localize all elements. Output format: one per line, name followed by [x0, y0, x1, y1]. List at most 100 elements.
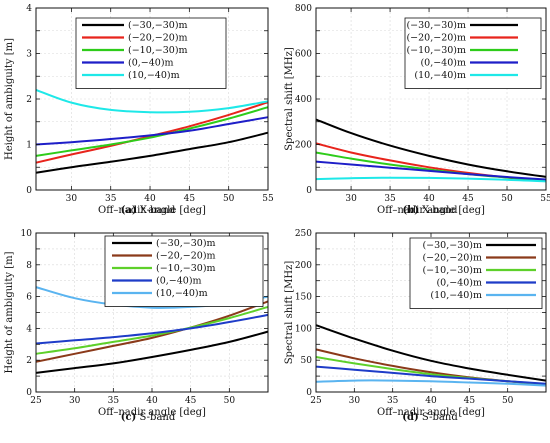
series-line-1	[315, 142, 547, 182]
legend-label-3: (0,−40)m	[436, 278, 482, 289]
x-tick-label: 30	[66, 194, 78, 204]
y-axis-label: Spectral shift [MHz]	[284, 47, 295, 151]
y-tick-label: 2	[26, 356, 32, 366]
y-axis-label: Height of ambiguity [m]	[4, 251, 15, 373]
legend-label-1: (−20,−20)m	[406, 33, 466, 44]
x-tick-label: 40	[144, 194, 156, 204]
legend-box	[409, 237, 543, 309]
y-tick-label: 4	[26, 4, 32, 14]
legend-label-2: (−10,−30)m	[422, 265, 482, 276]
series-line-4	[315, 176, 547, 183]
series-line-3	[35, 116, 269, 146]
y-tick-label: 1	[26, 141, 32, 151]
x-tick-label: 50	[223, 194, 235, 204]
series-line-0	[35, 131, 269, 174]
y-tick-label: 400	[295, 95, 312, 105]
chart-panel-a: 30 35 40 45 50 55 0 1 2 3 4 Off–nadir angle [deg] He…	[4, 4, 274, 216]
legend-label-2: (−10,−30)m	[156, 263, 216, 274]
panel-caption: (b) X-band	[403, 205, 459, 216]
x-tick-label: 55	[262, 194, 274, 204]
series-line-2	[35, 305, 269, 355]
legend-label-4: (10,−40)m	[128, 70, 180, 81]
x-tick-label: 30	[345, 194, 357, 204]
x-tick-label: 55	[540, 194, 550, 204]
caption-text: X-band	[419, 205, 458, 216]
y-tick-label: 0	[306, 186, 312, 196]
series-line-2	[35, 106, 269, 157]
caption-letter: (a)	[121, 205, 137, 216]
series-line-0	[35, 330, 269, 374]
y-tick-label: 0	[26, 186, 32, 196]
caption-letter: (c)	[121, 412, 137, 423]
y-tick-label: 100	[295, 324, 312, 334]
x-axis-label: Off–nadir angle [deg]	[98, 205, 206, 216]
series-line-4	[315, 379, 547, 387]
series-line-3	[315, 365, 547, 385]
y-axis-label: Spectral shift [MHz]	[284, 261, 295, 365]
series-line-0	[315, 118, 547, 178]
x-axis-label: Off–nadir angle [deg]	[377, 407, 485, 418]
legend-label-2: (−10,−30)m	[406, 45, 466, 56]
caption-text: S-band	[419, 412, 459, 423]
legend-label-2: (−10,−30)m	[128, 45, 188, 56]
legend-label-0: (−30,−30)m	[128, 20, 188, 31]
y-tick-label: 250	[295, 229, 312, 239]
legend-box	[404, 17, 542, 89]
legend-label-0: (−30,−30)m	[406, 20, 466, 31]
legend-label-1: (−20,−20)m	[128, 33, 188, 44]
legend-label-3: (0,−40)m	[128, 58, 174, 69]
y-tick-label: 10	[21, 229, 33, 239]
legend-label-0: (−30,−30)m	[422, 240, 482, 251]
x-tick-label: 25	[310, 396, 322, 406]
y-tick-label: 8	[26, 261, 32, 271]
y-tick-label: 4	[26, 324, 32, 334]
panel-caption: (c) S-band	[121, 412, 176, 423]
chart-panel-d: 25 30 35 40 45 50 0 50 100 150 200 250 Off–nadir ang…	[284, 229, 547, 423]
x-axis-label: Off–nadir angle [deg]	[98, 407, 206, 418]
x-tick-label: 45	[462, 194, 474, 204]
x-tick-label: 40	[146, 396, 158, 406]
y-tick-label: 800	[295, 4, 312, 14]
x-axis-label: Off–nadir angle [deg]	[377, 205, 485, 216]
x-tick-label: 35	[105, 194, 117, 204]
x-tick-label: 40	[423, 194, 435, 204]
series-line-4	[35, 88, 269, 114]
y-tick-label: 600	[295, 50, 312, 60]
legend-label-1: (−20,−20)m	[156, 251, 216, 262]
x-tick-label: 40	[425, 396, 437, 406]
x-tick-label: 35	[384, 194, 396, 204]
y-tick-label: 200	[295, 261, 312, 271]
x-tick-label: 50	[501, 194, 513, 204]
caption-text: X-band	[137, 205, 176, 216]
x-tick-label: 35	[387, 396, 399, 406]
legend-label-3: (0,−40)m	[156, 276, 202, 287]
series-line-0	[315, 324, 547, 382]
series-line-3	[35, 313, 269, 345]
x-tick-label: 30	[349, 396, 361, 406]
y-tick-label: 200	[295, 141, 312, 151]
legend-box	[104, 235, 264, 307]
y-tick-label: 2	[26, 95, 32, 105]
legend-label-4: (10,−40)m	[156, 288, 208, 299]
x-tick-label: 45	[464, 396, 476, 406]
caption-letter: (b)	[403, 205, 419, 216]
y-axis-label: Height of ambiguity [m]	[4, 38, 15, 160]
x-tick-label: 45	[185, 396, 197, 406]
legend-box	[75, 17, 227, 89]
series-line-1	[35, 300, 269, 363]
chart-panel-b: 30 35 40 45 50 55 0 200 400 600 800 Off–nadir angle…	[284, 4, 550, 216]
y-tick-label: 6	[26, 293, 32, 303]
legend-label-4: (10,−40)m	[430, 290, 482, 301]
legend-label-4: (10,−40)m	[414, 70, 466, 81]
y-tick-label: 0	[26, 388, 32, 398]
x-tick-label: 50	[502, 396, 514, 406]
y-tick-label: 0	[306, 388, 312, 398]
panel-caption: (a) X-band	[121, 205, 176, 216]
x-tick-label: 50	[224, 396, 236, 406]
y-tick-label: 150	[295, 293, 312, 303]
x-tick-label: 25	[30, 396, 42, 406]
x-tick-label: 30	[69, 396, 81, 406]
caption-letter: (d)	[402, 412, 418, 423]
y-tick-label: 3	[26, 50, 32, 60]
